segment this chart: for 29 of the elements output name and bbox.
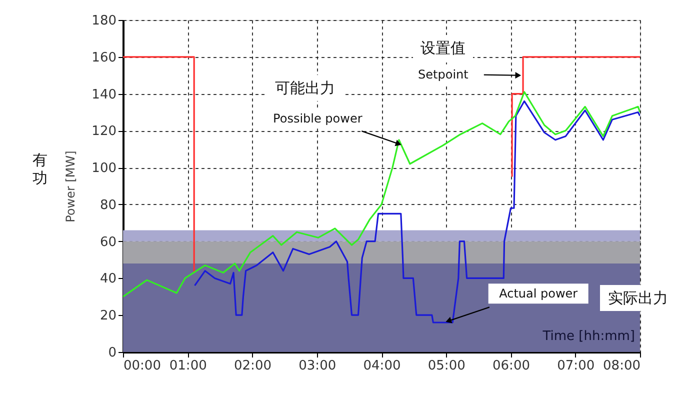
y-tick-label: 140 bbox=[92, 87, 116, 102]
y-tick-label: 180 bbox=[92, 14, 116, 28]
text: 有功 bbox=[32, 151, 48, 187]
y-tick-label: 160 bbox=[92, 50, 116, 66]
annotation: 实际出力 bbox=[608, 289, 668, 307]
y-tick-label: 100 bbox=[92, 161, 116, 176]
x-tick-label: 02:00 bbox=[234, 358, 272, 374]
y-tick-label: 20 bbox=[100, 308, 116, 324]
x-tick-label: 06:00 bbox=[492, 358, 530, 374]
x-tick-label: 01:00 bbox=[169, 358, 207, 374]
x-tick-label: 05:00 bbox=[428, 358, 466, 374]
x-tick-label: 08:00 bbox=[603, 358, 640, 374]
y-tick-label: 40 bbox=[100, 272, 116, 287]
annotation: 可能出力 bbox=[275, 79, 335, 97]
y-tick-label: 80 bbox=[100, 198, 116, 213]
annotation: 设置值 bbox=[420, 39, 466, 57]
annotation: Setpoint bbox=[418, 67, 469, 82]
y-tick-label: 120 bbox=[92, 124, 116, 140]
line-series bbox=[194, 100, 640, 324]
x-tick-label: 00:00 bbox=[124, 358, 161, 374]
x-tick-label: 07:00 bbox=[557, 358, 595, 374]
x-tick-label: 04:00 bbox=[363, 358, 401, 374]
x-tick-label: 03:00 bbox=[298, 358, 336, 374]
annotation: Possible power bbox=[273, 112, 362, 126]
annotation: Actual power bbox=[499, 286, 578, 301]
y-tick-label: 60 bbox=[100, 234, 116, 250]
y-axis-title: Power [MW] bbox=[64, 150, 78, 222]
y-tick-label: 0 bbox=[108, 346, 116, 360]
x-axis-title: Time [hh:mm] bbox=[542, 329, 635, 344]
